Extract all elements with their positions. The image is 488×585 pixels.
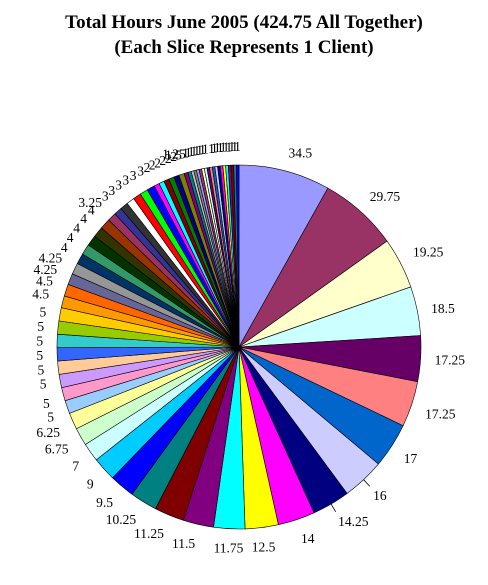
- slice-label-35: 4: [73, 220, 80, 235]
- slice-label-46: 2: [149, 158, 156, 173]
- slice-label-38: 3.25: [78, 195, 102, 210]
- slice-label-69: 1: [231, 139, 238, 154]
- slice-label-65: 1: [220, 140, 227, 155]
- slice-label-34: 4: [67, 230, 74, 245]
- slice-label-1: 34.5: [288, 145, 312, 160]
- leader-lines: [330, 479, 371, 512]
- slice-label-63: 1: [214, 140, 221, 155]
- leader-line-8: [363, 479, 371, 487]
- slice-label-49: 2: [165, 151, 172, 166]
- slice-label-8: 16: [373, 488, 387, 503]
- slice-label-3: 19.25: [413, 245, 444, 260]
- slice-label-16: 9.5: [96, 495, 113, 510]
- slice-label-43: 3: [130, 168, 137, 183]
- slice-label-40: 3: [108, 183, 115, 198]
- slice-labels: 34.529.7519.2518.517.2517.25171614.25141…: [32, 139, 465, 556]
- chart-title: Total Hours June 2005 (424.75 All Togeth…: [0, 10, 488, 60]
- slice-label-37: 4: [88, 202, 95, 217]
- slice-label-67: 1: [225, 139, 232, 154]
- slice-label-39: 3: [102, 189, 109, 204]
- slice-label-54: 1: [185, 145, 192, 160]
- slice-label-42: 3: [122, 173, 129, 188]
- slice-label-22: 5: [43, 396, 50, 411]
- slice-label-9: 14.25: [338, 514, 369, 529]
- pie-slice-70: [236, 164, 240, 348]
- chart-subtitle: (Each Slice Represents 1 Client): [114, 37, 374, 58]
- slice-label-36: 4: [80, 211, 87, 226]
- slice-label-61: 1: [208, 141, 215, 156]
- slice-label-50: 2: [170, 149, 177, 164]
- slice-label-60: 1: [202, 141, 209, 156]
- slice-label-57: 1: [193, 143, 200, 158]
- slice-label-66: 1: [223, 139, 230, 154]
- slice-label-20: 6.25: [36, 425, 60, 440]
- slice-label-12: 11.75: [214, 541, 244, 556]
- slice-label-15: 10.25: [106, 512, 137, 527]
- slice-label-14: 11.25: [134, 526, 164, 541]
- slice-label-29: 4.5: [32, 286, 49, 301]
- slice-label-56: 1: [191, 143, 198, 158]
- slice-label-30: 4.5: [36, 274, 53, 289]
- slice-label-64: 1: [217, 140, 224, 155]
- slice-label-28: 5: [39, 305, 46, 320]
- slice-label-48: 2: [159, 153, 166, 168]
- slice-label-7: 17: [404, 451, 418, 466]
- slice-label-18: 7: [72, 458, 79, 473]
- slice-label-53: 1: [182, 146, 189, 161]
- slice-label-47: 2: [154, 155, 161, 170]
- slice-label-11: 12.5: [252, 539, 276, 554]
- slice-label-4: 18.5: [431, 301, 455, 316]
- slice-label-68: 1: [228, 139, 235, 154]
- slice-label-17: 9: [87, 477, 94, 492]
- slice-label-25: 5: [36, 348, 43, 363]
- slice-label-10: 14: [301, 531, 315, 546]
- chart-title-line-1: Total Hours June 2005 (424.75 All Togeth…: [65, 12, 423, 33]
- slice-label-58: 1: [196, 142, 203, 157]
- slice-label-33: 4: [61, 240, 68, 255]
- slice-label-52: 1.25: [162, 146, 186, 161]
- leader-line-9: [330, 503, 336, 512]
- slice-label-23: 5: [40, 377, 47, 392]
- slice-label-45: 2: [144, 160, 151, 175]
- slice-label-51: 1.5: [165, 148, 182, 163]
- slice-label-59: 1: [199, 142, 206, 157]
- slice-label-44: 3: [137, 164, 144, 179]
- slice-label-27: 5: [37, 319, 44, 334]
- slice-label-26: 5: [36, 333, 43, 348]
- slice-label-19: 6.75: [45, 442, 69, 457]
- slice-label-31: 4.25: [34, 262, 58, 277]
- slice-label-2: 29.75: [370, 189, 401, 204]
- slice-label-62: 1: [211, 141, 218, 156]
- slice-label-13: 11.5: [172, 536, 195, 551]
- slice-label-21: 5: [47, 410, 54, 425]
- slice-label-6: 17.25: [425, 407, 456, 422]
- slice-label-55: 1: [188, 144, 195, 159]
- slice-label-41: 3: [115, 178, 122, 193]
- pie-slices: [56, 164, 422, 530]
- slice-label-70: 1: [234, 139, 241, 154]
- slice-label-32: 4.25: [38, 251, 62, 266]
- slice-label-24: 5: [38, 362, 45, 377]
- pie-slice-1: [238, 164, 329, 349]
- slice-label-5: 17.25: [435, 353, 466, 368]
